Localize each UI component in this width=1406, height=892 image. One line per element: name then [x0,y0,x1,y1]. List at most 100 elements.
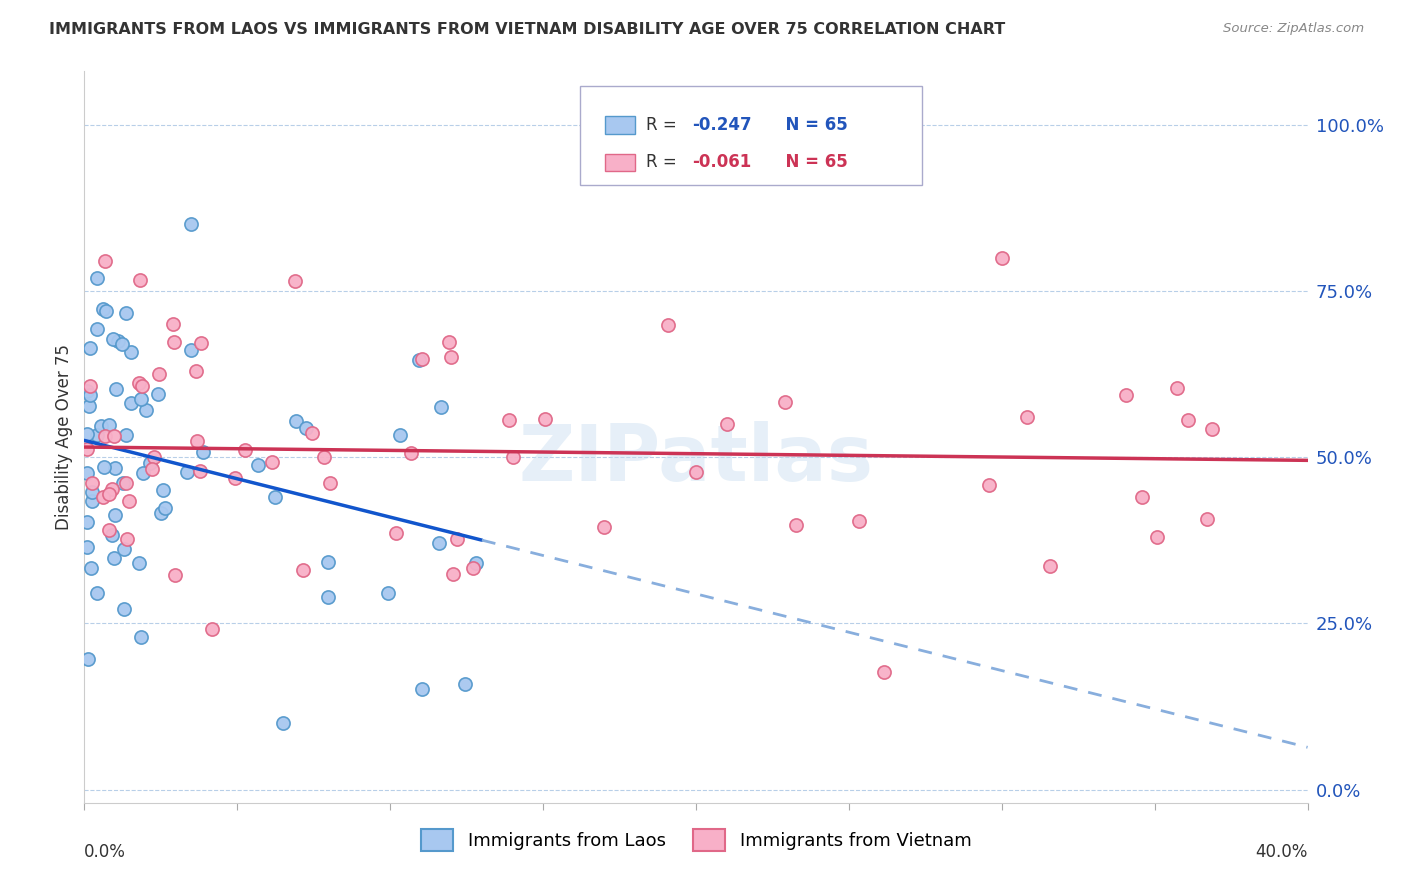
Point [184,364,207,378]
Point [129,630,152,644]
Point [1015,410,1038,425]
Point [94,253,117,268]
Point [224,471,246,485]
Point [385,525,408,540]
Point [76,442,98,456]
Point [82,494,104,508]
Point [98,523,121,537]
Point [86,322,108,336]
Point [193,445,215,459]
Point [427,536,450,550]
Point [115,532,138,546]
Point [79,388,101,402]
Point [94,428,117,442]
Point [502,450,524,465]
Point [91,301,114,316]
Point [107,334,129,348]
Point [411,682,433,697]
Point [152,483,174,497]
Text: 0.0%: 0.0% [84,843,127,861]
Point [76,384,98,399]
Point [190,336,212,351]
Text: R =: R = [645,116,682,135]
Point [440,351,463,365]
Point [1115,388,1137,402]
Point [1177,412,1199,426]
Point [465,556,488,570]
Point [284,274,307,288]
Point [1201,421,1223,435]
Point [86,586,108,600]
Point [180,343,202,357]
Text: -0.061: -0.061 [692,153,752,171]
Point [1039,558,1062,573]
Point [165,567,187,582]
Point [785,518,807,533]
Point [104,382,127,396]
Point [76,427,98,442]
Point [76,540,98,554]
Point [79,341,101,355]
Point [110,336,132,351]
Point [162,317,184,331]
Point [873,665,896,679]
Point [301,426,323,441]
Point [104,508,127,523]
Text: R =: R = [645,153,682,171]
Text: 40.0%: 40.0% [1256,843,1308,861]
Point [295,421,318,435]
Point [79,379,101,393]
Point [128,376,150,390]
FancyBboxPatch shape [606,153,636,171]
Point [76,515,98,529]
Point [129,273,152,287]
Point [80,561,103,575]
Point [235,443,257,458]
Point [82,485,104,500]
Point [134,402,156,417]
Point [94,304,117,318]
Point [86,270,108,285]
Point [128,556,150,570]
Point [271,716,294,731]
Point [429,400,451,414]
Point [437,334,460,349]
Point [1195,512,1218,526]
Point [91,490,114,504]
Point [498,413,520,427]
Point [1166,381,1188,395]
Point [657,318,679,333]
Point [80,476,103,491]
FancyBboxPatch shape [579,86,922,185]
Point [454,677,477,691]
Point [132,466,155,480]
Point [775,395,797,409]
Point [103,429,125,443]
Point [186,434,208,449]
Point [441,566,464,581]
Point [411,351,433,366]
Point [399,446,422,460]
Point [593,520,616,534]
Point [408,353,430,368]
Point [264,490,287,504]
Point [284,414,307,428]
Point [247,458,270,472]
Point [131,378,153,392]
Text: N = 65: N = 65 [775,153,848,171]
Point [319,476,342,491]
Point [262,455,284,469]
Text: ZIPatlas: ZIPatlas [519,421,873,497]
Point [389,428,412,442]
Point [446,532,468,546]
Point [176,465,198,479]
Point [685,465,707,479]
Text: -0.247: -0.247 [692,116,752,135]
Point [120,344,142,359]
Text: Source: ZipAtlas.com: Source: ZipAtlas.com [1223,22,1364,36]
Point [112,476,135,491]
Y-axis label: Disability Age Over 75: Disability Age Over 75 [55,344,73,530]
Point [291,563,314,577]
Point [377,585,399,599]
Text: IMMIGRANTS FROM LAOS VS IMMIGRANTS FROM VIETNAM DISABILITY AGE OVER 75 CORRELATI: IMMIGRANTS FROM LAOS VS IMMIGRANTS FROM … [49,22,1005,37]
